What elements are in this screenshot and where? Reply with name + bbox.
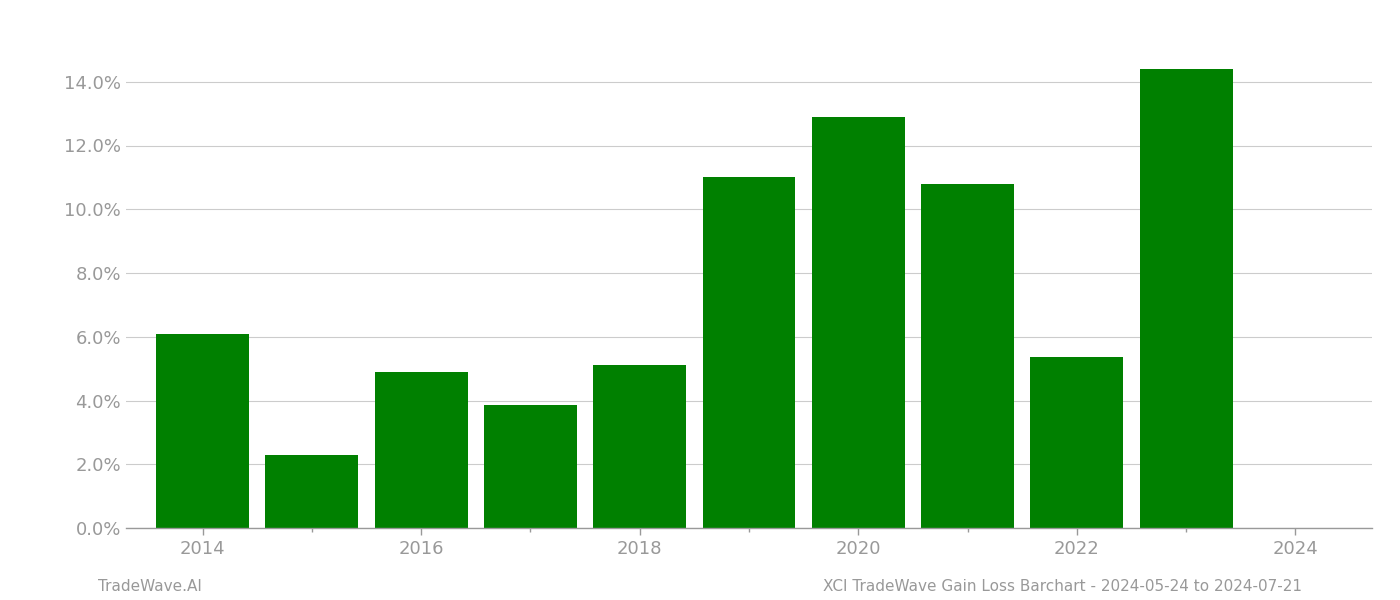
Text: TradeWave.AI: TradeWave.AI bbox=[98, 579, 202, 594]
Bar bbox=[155, 334, 249, 528]
Bar bbox=[266, 455, 358, 528]
Bar bbox=[484, 405, 577, 528]
Bar bbox=[1030, 358, 1123, 528]
Bar bbox=[375, 372, 468, 528]
Bar bbox=[703, 178, 795, 528]
Bar bbox=[812, 117, 904, 528]
Bar bbox=[594, 365, 686, 528]
Bar bbox=[921, 184, 1014, 528]
Text: XCI TradeWave Gain Loss Barchart - 2024-05-24 to 2024-07-21: XCI TradeWave Gain Loss Barchart - 2024-… bbox=[823, 579, 1302, 594]
Bar bbox=[1140, 69, 1232, 528]
